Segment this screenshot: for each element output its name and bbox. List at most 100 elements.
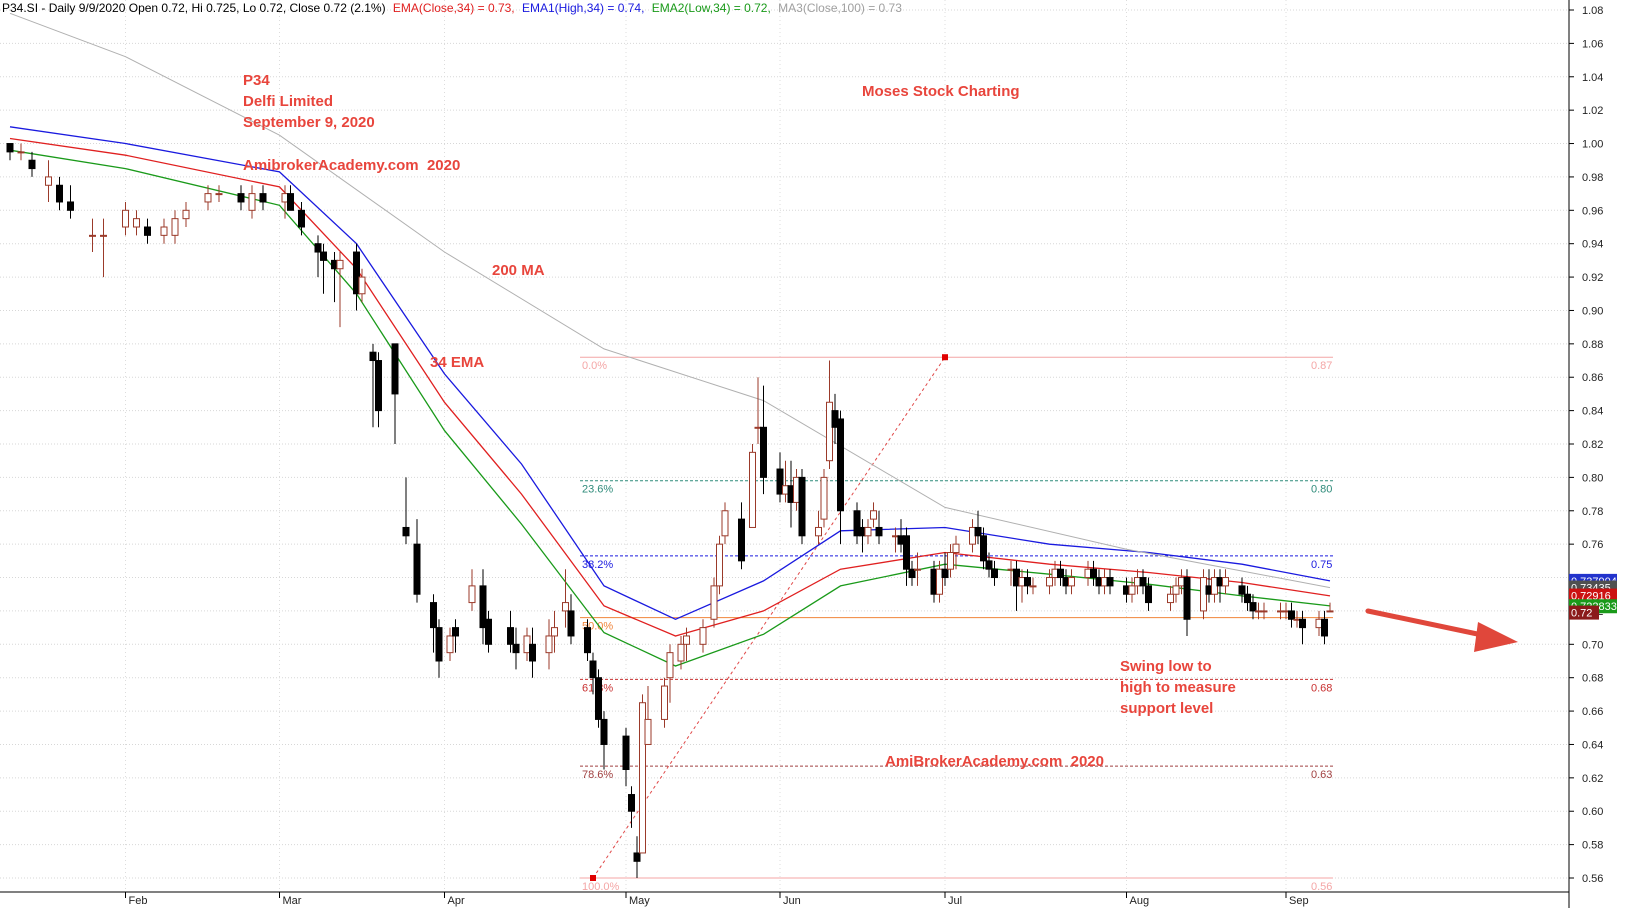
candle-body: [677, 643, 685, 662]
header-ema: EMA(Close,34) = 0.73,: [393, 1, 515, 15]
candle-body: [133, 218, 140, 228]
candle-body: [144, 226, 151, 236]
y-tick-label: 0.76: [1582, 539, 1603, 551]
trend-arrow-head: [1474, 622, 1518, 652]
annotation-swing-1: Swing low to: [1120, 658, 1212, 675]
fib-start-point: [590, 875, 596, 881]
candle-body: [864, 526, 872, 537]
candle-body: [1172, 585, 1180, 595]
candle-body: [644, 718, 652, 745]
candle-body: [1244, 593, 1251, 604]
candle-body: [1321, 618, 1328, 637]
value-label-bg: [1569, 605, 1599, 620]
candle-body: [171, 218, 179, 236]
candle-body: [512, 643, 520, 654]
candle-body: [1024, 577, 1031, 587]
candle-body: [908, 568, 916, 579]
candle-body: [853, 510, 861, 537]
candle-body: [56, 184, 63, 203]
candle-body: [991, 568, 998, 579]
annotation-swing-3: support level: [1120, 700, 1213, 717]
candle-body: [1139, 577, 1147, 587]
candle-body: [914, 568, 921, 571]
x-tick-label: Jul: [948, 895, 962, 907]
value-label-bg: [1569, 588, 1617, 603]
candle-body: [248, 193, 256, 211]
fib-trend-line: [592, 356, 946, 879]
candle-body: [980, 535, 987, 562]
candle-body: [507, 627, 514, 645]
x-tick-label: Sep: [1289, 895, 1309, 907]
y-tick-label: 0.82: [1582, 439, 1603, 451]
fib-level-value: 0.75: [1311, 559, 1332, 571]
candle-body: [798, 476, 806, 537]
series-line: [9, 137, 1331, 637]
candle-body: [545, 635, 553, 654]
candle-body: [1145, 585, 1152, 604]
candle-body: [353, 251, 360, 295]
y-tick-label: 0.78: [1582, 506, 1603, 518]
candle-body: [430, 602, 437, 629]
candle-body: [479, 585, 487, 629]
series-line: [9, 149, 1331, 667]
candle-body: [160, 226, 168, 236]
header-ema1: EMA1(High,34) = 0.74,: [522, 1, 644, 15]
value-label-text: 0.72: [1571, 608, 1592, 620]
candle-body: [391, 343, 399, 395]
candle-body: [947, 552, 954, 570]
fib-level-pct: 78.6%: [582, 769, 613, 781]
candle-body: [738, 518, 745, 562]
candle-body: [413, 543, 421, 595]
candle-body: [776, 468, 784, 495]
candle-body: [589, 660, 597, 679]
moving-average-lines: [9, 12, 1331, 667]
candle-body: [1090, 568, 1097, 579]
candle-body: [1183, 577, 1191, 620]
annotation-company: Delfi Limited: [243, 93, 333, 110]
y-tick-label: 1.04: [1582, 72, 1603, 84]
candle-body: [562, 602, 569, 612]
candle-body: [952, 543, 960, 554]
candle-body: [402, 526, 410, 537]
annotation-moses: Moses Stock Charting: [862, 83, 1020, 100]
candle-body: [716, 543, 723, 587]
candle-body: [815, 526, 822, 537]
y-tick-label: 0.56: [1582, 873, 1603, 885]
candle-body: [529, 643, 536, 662]
grid: [0, 0, 1569, 892]
candle-body: [1106, 577, 1114, 587]
fib-level-value: 0.87: [1311, 360, 1332, 372]
candle-body: [1046, 577, 1053, 587]
x-tick-label: Feb: [129, 895, 148, 907]
candle-body: [259, 193, 267, 203]
candle-body: [1249, 602, 1257, 612]
y-tick-label: 0.92: [1582, 272, 1603, 284]
candle-body: [237, 193, 245, 203]
annotation-watermark-bottom: AmiBrokerAcademy.com 2020: [885, 753, 1104, 770]
y-tick-label: 0.68: [1582, 673, 1603, 685]
candle-body: [721, 510, 729, 537]
candle-body: [622, 735, 630, 770]
candle-body: [45, 176, 52, 186]
series-line: [9, 12, 1331, 589]
candle-body: [985, 560, 993, 570]
fibonacci-retracement: 0.0%0.8723.6%0.8038.2%0.7550.0%61.8%0.68…: [580, 354, 1333, 893]
candle-body: [875, 526, 883, 537]
candle-body: [1029, 585, 1037, 588]
candle-body: [760, 426, 767, 478]
candle-body: [204, 193, 212, 203]
y-tick-label: 0.80: [1582, 472, 1603, 484]
header-symbol: P34.SI - Daily 9/9/2020 Open 0.72, Hi 0.…: [2, 1, 386, 15]
fib-level-value: 0.68: [1311, 682, 1332, 694]
candle-body: [633, 852, 641, 862]
y-tick-label: 0.58: [1582, 840, 1603, 852]
candle-body: [485, 618, 492, 645]
chart-header: P34.SI - Daily 9/9/2020 Open 0.72, Hi 0.…: [2, 1, 902, 15]
y-tick-label: 0.62: [1582, 773, 1603, 785]
candle-body: [1238, 585, 1246, 595]
candle-body: [336, 259, 344, 270]
candle-body: [215, 193, 223, 196]
x-tick-label: Apr: [448, 895, 465, 907]
candle-body: [551, 627, 558, 637]
